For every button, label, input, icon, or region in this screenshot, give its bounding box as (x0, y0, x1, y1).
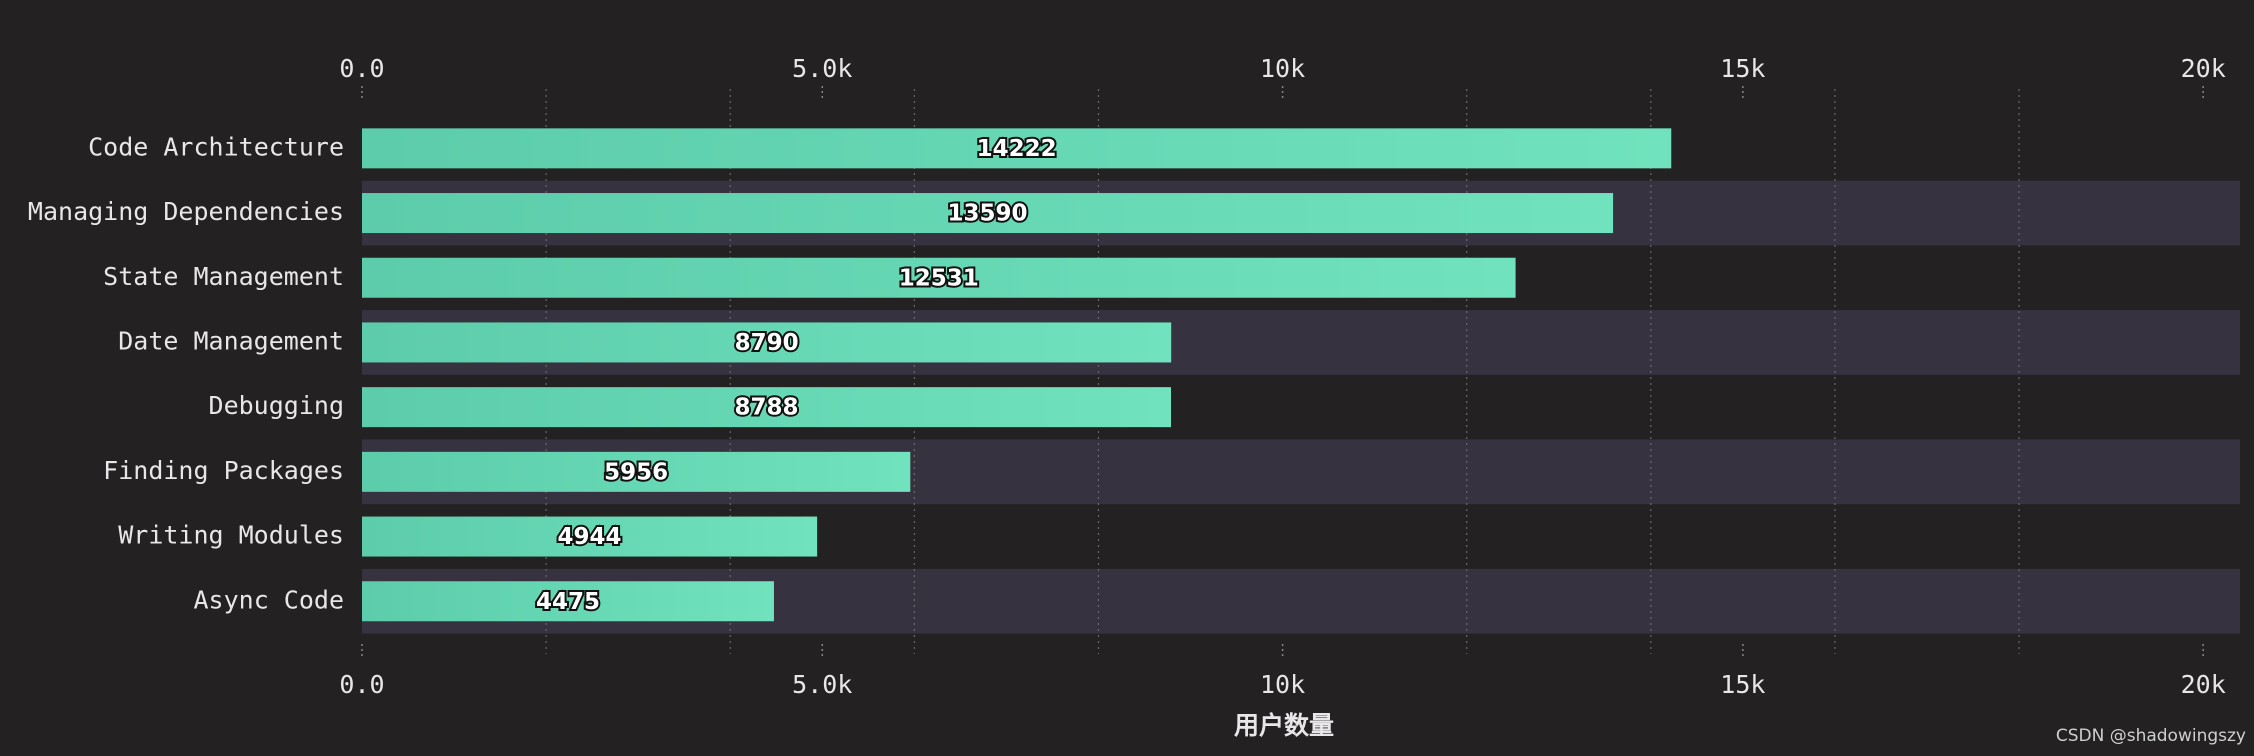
y-tick-label: Code Architecture (88, 132, 344, 161)
y-tick-label: Finding Packages (103, 456, 344, 485)
x-axis-label: 用户数量 (1234, 711, 1334, 740)
y-tick-label: Async Code (193, 585, 344, 614)
x-tick-label: 5.0k (792, 670, 852, 699)
value-label: 14222 (977, 136, 1057, 162)
x-tick-label: 0.0 (339, 54, 384, 83)
x-tick-label: 15k (1720, 54, 1765, 83)
bar (362, 193, 1614, 234)
x-tick-label: 20k (2181, 670, 2226, 699)
bar (362, 581, 774, 622)
value-label: 5956 (604, 459, 668, 485)
value-label: 4944 (558, 524, 622, 550)
x-tick-label: 15k (1720, 670, 1765, 699)
x-tick-label: 10k (1260, 670, 1305, 699)
x-tick-label: 20k (2181, 54, 2226, 83)
value-label: 4475 (536, 589, 600, 615)
value-label: 8788 (734, 395, 798, 421)
y-tick-label: Debugging (209, 391, 344, 420)
bar (362, 128, 1672, 169)
bar (362, 257, 1516, 298)
y-tick-label: State Management (103, 262, 344, 291)
watermark: CSDN @shadowingszy (2056, 726, 2246, 746)
bar (362, 451, 911, 492)
y-tick-label: Managing Dependencies (28, 197, 344, 226)
x-tick-label: 5.0k (792, 54, 852, 83)
y-tick-label: Date Management (118, 326, 344, 355)
value-label: 12531 (899, 265, 979, 291)
x-tick-label: 10k (1260, 54, 1305, 83)
bar (362, 516, 818, 557)
value-label: 8790 (735, 330, 799, 356)
bar (362, 387, 1172, 428)
x-tick-label: 0.0 (339, 670, 384, 699)
y-tick-label: Writing Modules (118, 521, 344, 550)
bar (362, 322, 1172, 363)
value-label: 13590 (948, 201, 1028, 227)
